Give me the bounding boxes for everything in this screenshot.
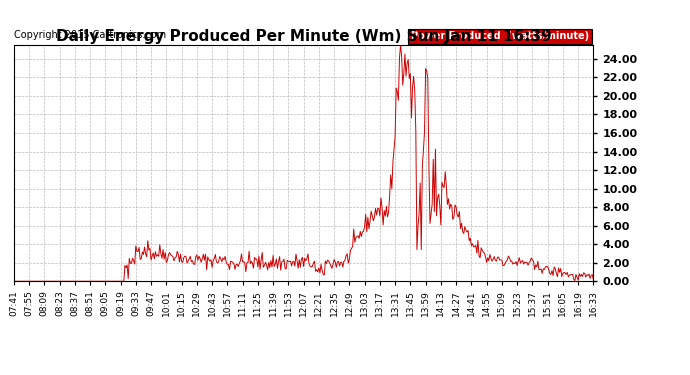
Text: Copyright 2015 Cartronics.com: Copyright 2015 Cartronics.com [14,30,166,40]
Title: Daily Energy Produced Per Minute (Wm) Sun Jan 11 16:39: Daily Energy Produced Per Minute (Wm) Su… [56,29,551,44]
Text: Power Produced  (watts/minute): Power Produced (watts/minute) [411,32,589,42]
